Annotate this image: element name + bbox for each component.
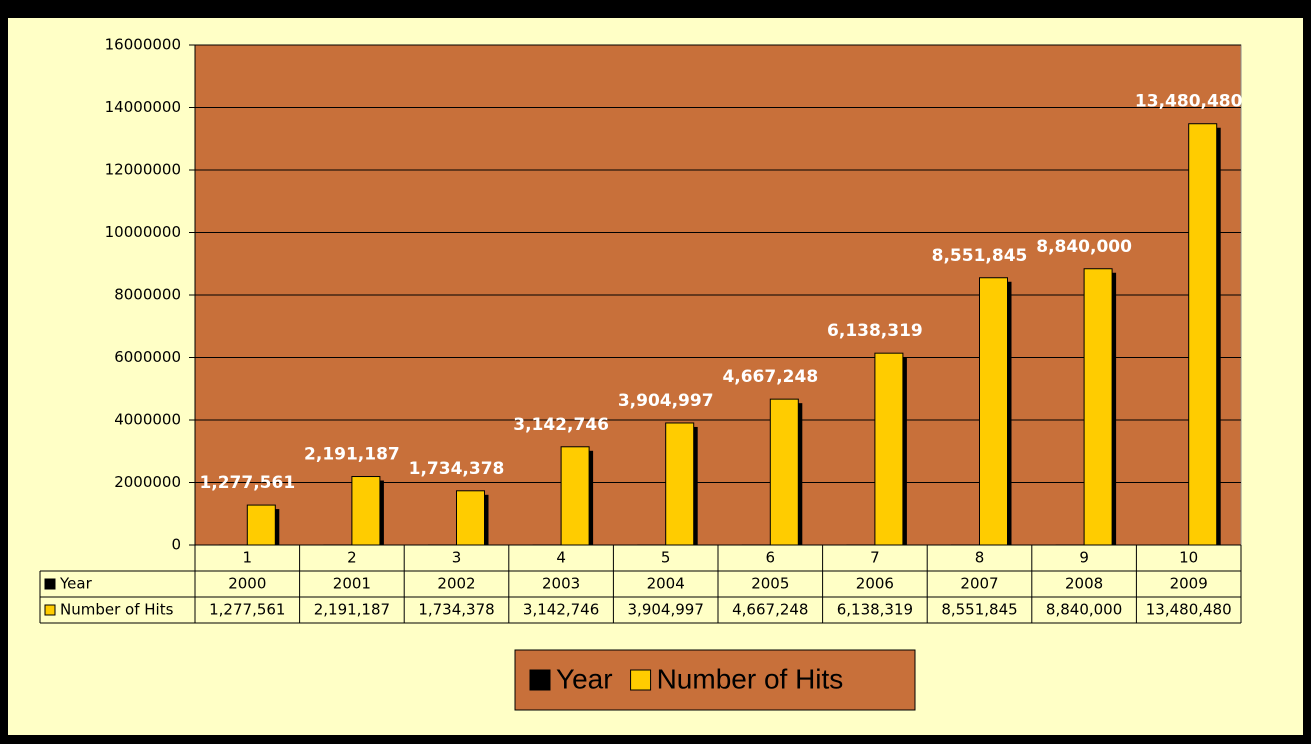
bar: [1083, 268, 1113, 546]
data-label: 8,551,845: [932, 246, 1028, 266]
bar: [560, 446, 590, 546]
bar: [456, 490, 485, 546]
legend-key: [44, 604, 56, 616]
data-label: 6,138,319: [827, 321, 923, 341]
x-tick-label: 6: [766, 549, 776, 567]
x-tick-label: 1: [243, 549, 253, 567]
legend-key: [44, 578, 56, 590]
bar: [246, 504, 276, 546]
x-tick-label: 4: [556, 549, 566, 567]
y-tick-label: 14000000: [105, 98, 181, 116]
table-cell: 1,277,561: [209, 601, 285, 619]
x-tick-label: 2: [347, 549, 357, 567]
row-header: Year: [59, 575, 93, 593]
data-label: 1,277,561: [199, 473, 295, 493]
data-label: 13,480,480: [1135, 92, 1243, 112]
table-cell: 8,840,000: [1046, 601, 1122, 619]
legend-key: [630, 669, 652, 691]
data-label: 2,191,187: [304, 445, 400, 465]
table-cell: 2000: [228, 575, 266, 593]
y-tick-label: 6000000: [114, 348, 181, 366]
table-cell: 2,191,187: [314, 601, 390, 619]
table-cell: 1,734,378: [418, 601, 494, 619]
y-tick-label: 10000000: [105, 223, 181, 241]
table-cell: 2006: [856, 575, 894, 593]
table-cell: 2005: [751, 575, 789, 593]
row-header: Number of Hits: [60, 601, 174, 619]
data-label: 8,840,000: [1036, 237, 1132, 257]
data-label: 3,904,997: [618, 391, 714, 411]
y-tick-label: 2000000: [114, 473, 181, 491]
bar: [874, 352, 904, 546]
bar: [351, 476, 381, 546]
table-cell: 2001: [333, 575, 371, 593]
table-cell: 4,667,248: [732, 601, 808, 619]
y-tick-label: 0: [171, 536, 181, 554]
bar: [979, 277, 1008, 546]
bar: [769, 398, 799, 546]
table-cell: 2004: [647, 575, 685, 593]
y-tick-label: 12000000: [105, 161, 181, 179]
x-tick-label: 8: [975, 549, 985, 567]
table-cell: 2003: [542, 575, 580, 593]
x-tick-label: 10: [1179, 549, 1198, 567]
x-tick-label: 3: [452, 549, 462, 567]
table-cell: 3,904,997: [628, 601, 704, 619]
table-cell: 13,480,480: [1146, 601, 1232, 619]
y-tick-label: 16000000: [105, 36, 181, 54]
table-cell: 3,142,746: [523, 601, 599, 619]
legend-key: [529, 669, 551, 691]
bar: [1188, 123, 1218, 546]
y-tick-label: 4000000: [114, 411, 181, 429]
bar: [665, 422, 695, 546]
x-tick-label: 5: [661, 549, 671, 567]
table-cell: 6,138,319: [837, 601, 913, 619]
legend-label: Number of Hits: [657, 663, 844, 694]
y-tick-label: 8000000: [114, 286, 181, 304]
data-label: 4,667,248: [722, 367, 818, 387]
table-cell: 2007: [960, 575, 998, 593]
table-cell: 2009: [1170, 575, 1208, 593]
x-tick-label: 7: [870, 549, 880, 567]
data-label: 1,734,378: [409, 459, 505, 479]
x-tick-label: 9: [1079, 549, 1089, 567]
legend-label: Year: [556, 663, 613, 694]
data-label: 3,142,746: [513, 415, 609, 435]
table-cell: 2008: [1065, 575, 1103, 593]
table-cell: 2002: [437, 575, 475, 593]
legend: [514, 649, 916, 711]
table-cell: 8,551,845: [941, 601, 1017, 619]
